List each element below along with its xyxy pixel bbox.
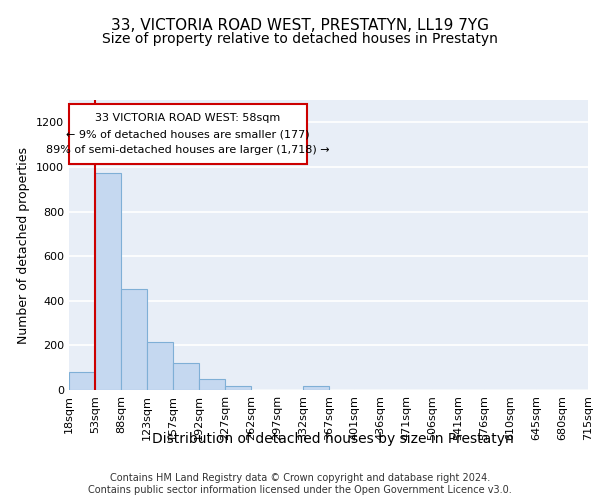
Bar xyxy=(121,288,147,390)
Bar xyxy=(303,386,329,390)
Bar xyxy=(199,379,224,390)
Text: Contains HM Land Registry data © Crown copyright and database right 2024.
Contai: Contains HM Land Registry data © Crown c… xyxy=(88,474,512,495)
Bar xyxy=(224,386,251,390)
Bar xyxy=(69,372,95,390)
Text: Size of property relative to detached houses in Prestatyn: Size of property relative to detached ho… xyxy=(102,32,498,46)
Bar xyxy=(147,342,173,390)
Y-axis label: Number of detached properties: Number of detached properties xyxy=(17,146,31,344)
Bar xyxy=(95,172,121,390)
Bar xyxy=(173,363,199,390)
Text: 33, VICTORIA ROAD WEST, PRESTATYN, LL19 7YG: 33, VICTORIA ROAD WEST, PRESTATYN, LL19 … xyxy=(111,18,489,32)
FancyBboxPatch shape xyxy=(69,104,307,164)
Text: Distribution of detached houses by size in Prestatyn: Distribution of detached houses by size … xyxy=(152,432,514,446)
Text: 33 VICTORIA ROAD WEST: 58sqm
← 9% of detached houses are smaller (177)
89% of se: 33 VICTORIA ROAD WEST: 58sqm ← 9% of det… xyxy=(46,114,329,154)
